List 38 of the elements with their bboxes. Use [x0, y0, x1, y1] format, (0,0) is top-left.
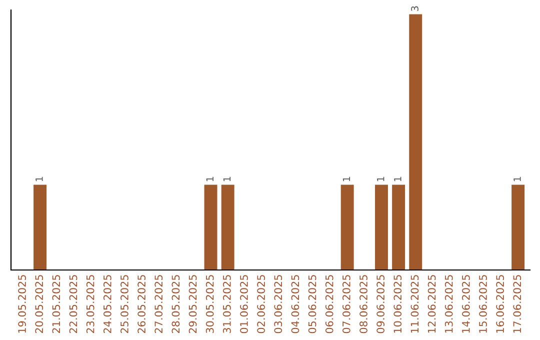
x-tick-label: 09.06.2025	[376, 275, 384, 334]
x-tick-label: 01.06.2025	[240, 275, 248, 334]
data-label: 1	[394, 176, 402, 182]
x-tick-label: 30.05.2025	[206, 275, 214, 334]
x-tick-label: 04.06.2025	[291, 275, 300, 334]
x-tick-label: 22.05.2025	[69, 275, 78, 334]
x-tick-label: 20.05.2025	[35, 275, 44, 334]
x-tick-label: 29.05.2025	[188, 275, 197, 334]
x-tick-label: 23.05.2025	[86, 275, 94, 334]
x-tick-label: 13.06.2025	[444, 275, 453, 333]
x-tick-label: 05.06.2025	[308, 275, 316, 334]
x-tick-label: 08.06.2025	[360, 275, 368, 334]
x-tick-label: 28.05.2025	[172, 275, 180, 334]
x-tick-label: 02.06.2025	[257, 275, 265, 334]
x-tick-label: 26.05.2025	[138, 275, 146, 334]
x-tick-label: 15.06.2025	[479, 275, 487, 333]
data-label: 1	[206, 176, 214, 182]
x-tick-label: 31.05.2025	[222, 275, 231, 334]
data-label: 1	[514, 176, 521, 182]
data-label: 1	[223, 176, 230, 182]
x-tick-label: 27.05.2025	[154, 275, 163, 334]
x-tick-label: 10.06.2025	[394, 275, 402, 333]
x-tick-label: 06.06.2025	[325, 275, 334, 334]
x-tick-label: 24.05.2025	[103, 275, 112, 334]
x-tick-label: 17.06.2025	[513, 275, 522, 333]
x-tick-label: 03.06.2025	[274, 275, 282, 334]
x-tick-label: 12.06.2025	[428, 275, 436, 333]
data-label: 3	[411, 6, 418, 11]
x-tick-label: 25.05.2025	[120, 275, 128, 334]
x-tick-label: 16.06.2025	[496, 275, 504, 333]
data-label: 1	[36, 176, 43, 182]
x-tick-label: 19.05.2025	[18, 275, 26, 333]
x-tick-label: 07.06.2025	[342, 275, 350, 334]
data-label: 1	[342, 176, 350, 182]
data-label: 1	[377, 176, 384, 182]
x-tick-label: 21.05.2025	[52, 275, 60, 334]
x-tick-label: 14.06.2025	[462, 275, 470, 333]
x-tick-label: 11.06.2025	[410, 275, 419, 333]
